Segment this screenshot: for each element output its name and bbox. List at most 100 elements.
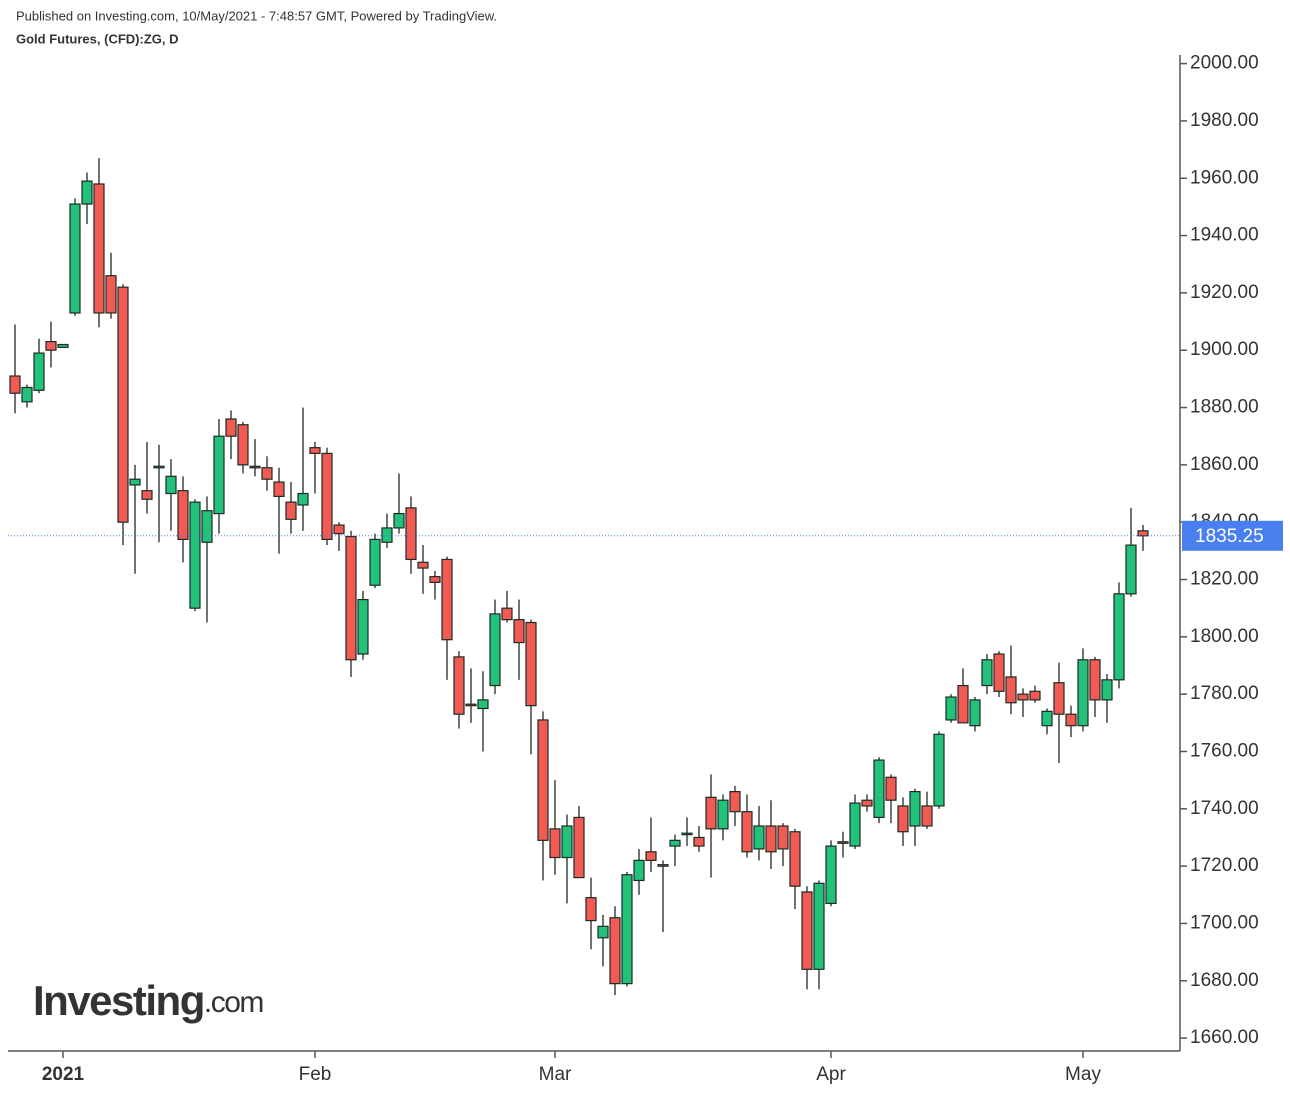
candle-body — [1113, 593, 1125, 681]
candle-body — [1005, 676, 1017, 704]
candle-body — [69, 203, 81, 314]
candle-body — [981, 659, 993, 687]
x-tick-label: Apr — [816, 1064, 846, 1085]
candle-body — [381, 527, 393, 543]
candle-body — [657, 864, 669, 867]
candle-body — [945, 696, 957, 721]
candle-body — [81, 180, 93, 205]
symbol-title: Gold Futures, (CFD):ZG, D — [16, 31, 178, 46]
candle-body — [189, 501, 201, 609]
candle-body — [1029, 690, 1041, 701]
candle-body — [501, 607, 513, 621]
candle-body — [873, 759, 885, 819]
candle-body — [45, 341, 57, 351]
y-tick-label: 1760.00 — [1190, 740, 1259, 761]
candle-body — [129, 478, 141, 486]
candle-body — [57, 343, 69, 348]
candle-body — [645, 851, 657, 861]
candle-body — [213, 435, 225, 515]
candle-body — [573, 816, 585, 879]
candle-body — [621, 874, 633, 985]
y-tick-label: 1720.00 — [1190, 855, 1259, 876]
candle-body — [1089, 659, 1101, 701]
y-tick-label: 1860.00 — [1190, 454, 1259, 475]
candle-body — [789, 831, 801, 887]
candle-body — [909, 791, 921, 827]
x-tick-label: 2021 — [42, 1064, 85, 1085]
candle-body — [669, 839, 681, 847]
candle-body — [537, 719, 549, 841]
y-tick-label: 1900.00 — [1190, 339, 1259, 360]
candle-body — [249, 465, 261, 469]
candle-body — [165, 475, 177, 495]
candle-body — [321, 452, 333, 540]
candle-body — [273, 481, 285, 497]
candle-body — [825, 845, 837, 904]
last-price-box — [1182, 520, 1283, 551]
candle-body — [93, 183, 105, 314]
y-tick-label: 1980.00 — [1190, 110, 1259, 131]
candle-body — [561, 825, 573, 859]
candle-body — [465, 703, 477, 707]
candle-body — [369, 538, 381, 586]
candle-body — [729, 791, 741, 813]
candle-body — [177, 490, 189, 540]
candle-body — [933, 733, 945, 807]
candle-body — [1137, 530, 1149, 537]
candle-body — [1125, 544, 1137, 595]
candle-body — [969, 699, 981, 727]
candle-body — [513, 619, 525, 644]
candle-body — [309, 447, 321, 455]
candle-body — [237, 424, 249, 466]
x-tick-label: Feb — [299, 1064, 332, 1085]
y-tick-label: 1780.00 — [1190, 683, 1259, 704]
candle-body — [1065, 713, 1077, 727]
candle-body — [417, 561, 429, 569]
candle-body — [333, 524, 345, 535]
candle-body — [357, 598, 369, 655]
candle-body — [441, 558, 453, 641]
candle-body — [813, 882, 825, 970]
y-tick-label: 1940.00 — [1190, 225, 1259, 246]
y-tick-label: 1660.00 — [1190, 1027, 1259, 1048]
candle-body — [921, 805, 933, 827]
candle-body — [345, 535, 357, 661]
y-tick-label: 1820.00 — [1190, 569, 1259, 590]
candle-body — [297, 492, 309, 506]
last-price-label: 1835.25 — [1195, 526, 1264, 547]
x-tick-label: Mar — [539, 1064, 572, 1085]
candle-body — [1077, 659, 1089, 727]
candle-body — [285, 501, 297, 520]
candle-body — [33, 352, 45, 391]
candle-body — [609, 917, 621, 985]
candle-body — [117, 286, 129, 523]
candle-body — [633, 859, 645, 882]
candle-body — [837, 841, 849, 844]
y-tick-label: 1920.00 — [1190, 282, 1259, 303]
candle-body — [885, 776, 897, 801]
candle-body — [393, 512, 405, 529]
candle-body — [1053, 682, 1065, 715]
candle-body — [201, 510, 213, 543]
candle-body — [261, 467, 273, 480]
candle-body — [717, 799, 729, 830]
candle-body — [153, 465, 165, 469]
y-tick-label: 1700.00 — [1190, 912, 1259, 933]
plot-area — [9, 158, 1149, 996]
candle-body — [801, 891, 813, 970]
candle-body — [585, 897, 597, 922]
candle-body — [753, 825, 765, 850]
candle-body — [957, 684, 969, 724]
candle-body — [477, 699, 489, 710]
y-tick-label: 1960.00 — [1190, 167, 1259, 188]
y-tick-label: 2000.00 — [1190, 53, 1259, 74]
candle-body — [21, 386, 33, 403]
candle-body — [705, 796, 717, 830]
candle-body — [489, 613, 501, 687]
candle-body — [849, 802, 861, 847]
candle-body — [765, 825, 777, 853]
logo-suffix: .com — [204, 986, 264, 1019]
candle-body — [897, 805, 909, 833]
published-note: Published on Investing.com, 10/May/2021 … — [16, 8, 497, 23]
